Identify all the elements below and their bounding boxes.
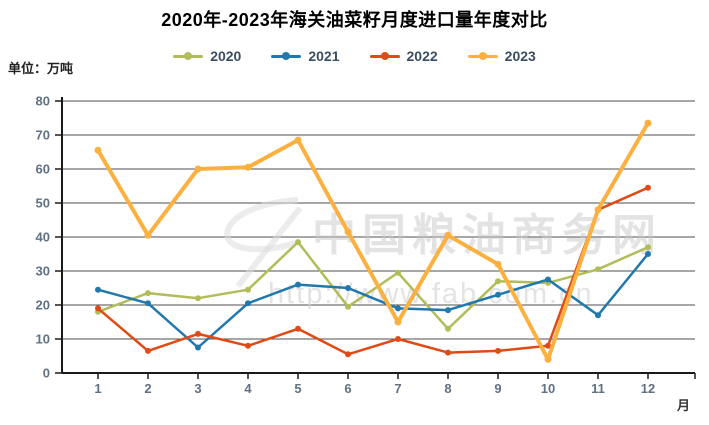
data-point-2020-m5 bbox=[295, 239, 301, 246]
legend-item-2020[interactable]: 2020 bbox=[173, 48, 241, 64]
x-axis-label: 2 bbox=[144, 381, 151, 396]
data-point-2022-m10 bbox=[545, 342, 551, 349]
data-point-2022-m8 bbox=[445, 349, 451, 356]
y-axis-label: 20 bbox=[36, 298, 50, 313]
x-axis-label: 5 bbox=[294, 381, 301, 396]
x-axis-label: 12 bbox=[641, 381, 655, 396]
data-point-2020-m2 bbox=[145, 290, 151, 297]
data-point-2023-m5 bbox=[294, 136, 302, 144]
data-point-2023-m9 bbox=[494, 260, 502, 268]
x-axis-label: 3 bbox=[194, 381, 201, 396]
y-axis-label: 40 bbox=[36, 230, 50, 245]
data-point-2023-m7 bbox=[394, 318, 402, 326]
y-axis-label: 0 bbox=[43, 366, 50, 381]
data-point-2020-m7 bbox=[395, 269, 401, 276]
data-point-2021-m11 bbox=[595, 312, 601, 319]
data-point-2022-m1 bbox=[95, 305, 101, 312]
data-point-2021-m3 bbox=[195, 344, 201, 351]
y-axis-label: 50 bbox=[36, 196, 50, 211]
data-point-2023-m10 bbox=[544, 355, 552, 363]
data-point-2020-m6 bbox=[345, 303, 351, 310]
data-point-2021-m8 bbox=[445, 307, 451, 314]
chart-title: 2020年-2023年海关油菜籽月度进口量年度对比 bbox=[161, 10, 548, 30]
x-axis-label: 6 bbox=[344, 381, 351, 396]
data-point-2023-m3 bbox=[194, 165, 202, 173]
y-axis-label: 30 bbox=[36, 264, 50, 279]
data-point-2020-m11 bbox=[595, 266, 601, 273]
legend-swatch-2020 bbox=[173, 52, 204, 60]
data-point-2022-m2 bbox=[145, 347, 151, 354]
series-line-2020 bbox=[96, 240, 650, 331]
x-axis-label: 8 bbox=[444, 381, 451, 396]
data-point-2023-m1 bbox=[94, 146, 102, 154]
data-point-2021-m12 bbox=[645, 251, 651, 257]
data-point-2022-m7 bbox=[395, 336, 401, 342]
data-point-2020-m9 bbox=[495, 278, 501, 285]
legend-swatch-2022 bbox=[369, 52, 400, 60]
x-axis-label: 11 bbox=[591, 381, 605, 396]
data-point-2023-m11 bbox=[594, 206, 602, 214]
x-axis-label: 7 bbox=[394, 381, 401, 396]
x-axis-unit: 月 bbox=[676, 398, 690, 413]
legend-item-2022[interactable]: 2022 bbox=[369, 48, 438, 64]
legend: 2020 2021 2022 2023 bbox=[0, 48, 709, 64]
data-point-2021-m6 bbox=[345, 285, 351, 291]
series-line-2021 bbox=[96, 252, 650, 349]
series-line-2023 bbox=[96, 121, 650, 362]
data-point-2020-m4 bbox=[245, 286, 251, 293]
data-point-2021-m7 bbox=[395, 305, 401, 312]
data-point-2022-m12 bbox=[645, 184, 651, 191]
data-point-2023-m4 bbox=[244, 163, 252, 171]
legend-swatch-2021 bbox=[271, 52, 302, 60]
data-point-2022-m4 bbox=[245, 342, 251, 349]
series-line-2022 bbox=[96, 186, 650, 356]
data-point-2022-m5 bbox=[295, 325, 301, 332]
data-point-2021-m5 bbox=[295, 281, 301, 288]
y-axis-label: 80 bbox=[36, 94, 50, 109]
data-point-2022-m9 bbox=[495, 347, 501, 354]
data-point-2020-m12 bbox=[645, 244, 651, 251]
x-axis-label: 10 bbox=[541, 381, 555, 396]
y-axis-label: 60 bbox=[36, 162, 50, 177]
data-point-2023-m6 bbox=[344, 228, 352, 236]
legend-item-2023[interactable]: 2023 bbox=[467, 48, 536, 64]
x-axis-label: 9 bbox=[494, 381, 501, 396]
data-point-2021-m10 bbox=[545, 276, 551, 283]
watermark-logo-slash bbox=[235, 206, 303, 288]
legend-label: 2020 bbox=[210, 48, 242, 64]
data-point-2021-m2 bbox=[145, 300, 151, 307]
unit-label: 单位：万吨 bbox=[8, 61, 74, 76]
data-point-2022-m6 bbox=[345, 351, 351, 358]
y-axis-label: 70 bbox=[36, 128, 50, 143]
data-point-2021-m9 bbox=[495, 291, 501, 298]
legend-label: 2023 bbox=[504, 48, 536, 64]
legend-swatch-2023 bbox=[467, 52, 498, 60]
legend-label: 2021 bbox=[308, 48, 340, 64]
data-point-2023-m8 bbox=[444, 231, 452, 239]
x-axis-label: 1 bbox=[94, 381, 101, 396]
x-axis-label: 4 bbox=[244, 381, 252, 396]
data-point-2021-m1 bbox=[95, 286, 101, 293]
data-point-2020-m8 bbox=[445, 325, 451, 332]
legend-item-2021[interactable]: 2021 bbox=[271, 48, 340, 64]
watermark-text: 中国粮油商务网 bbox=[312, 211, 662, 260]
data-point-2021-m4 bbox=[245, 300, 251, 307]
data-point-2022-m3 bbox=[195, 330, 201, 337]
data-point-2023-m12 bbox=[644, 119, 652, 127]
data-point-2023-m2 bbox=[144, 231, 152, 239]
data-point-2020-m3 bbox=[195, 295, 201, 302]
legend-label: 2022 bbox=[406, 48, 438, 64]
y-axis-label: 10 bbox=[36, 332, 50, 347]
